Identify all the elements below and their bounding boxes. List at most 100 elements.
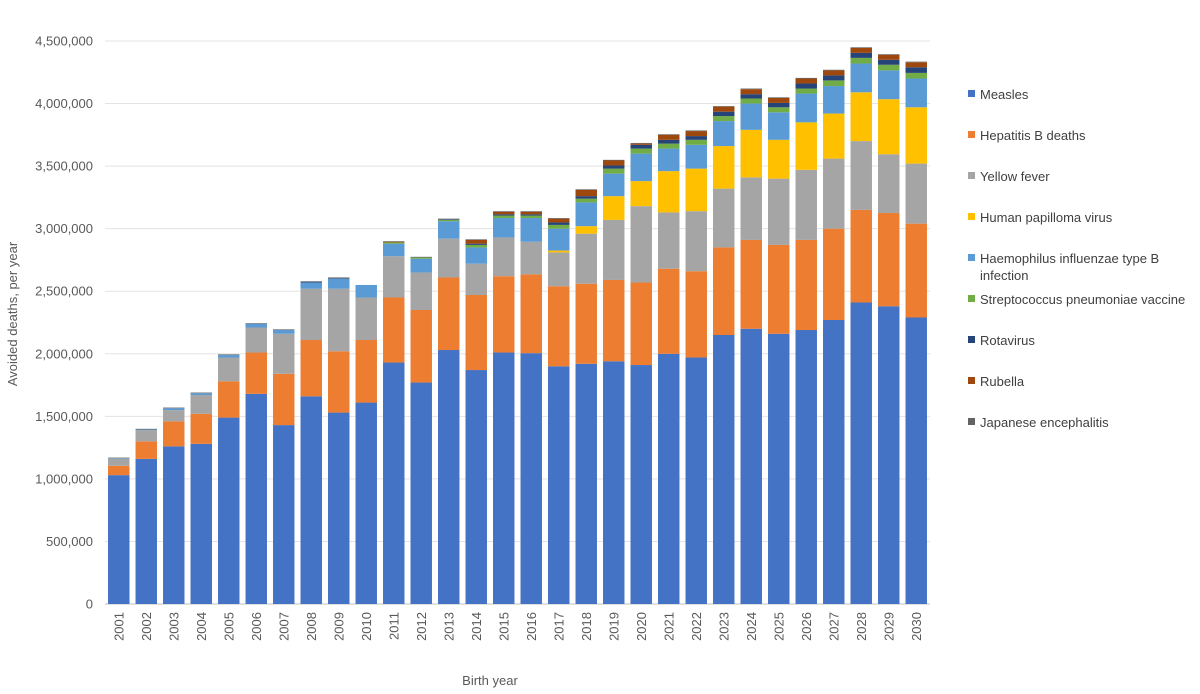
bar-segment	[548, 250, 570, 253]
x-tick-label: 2003	[166, 612, 181, 641]
x-tick-label: 2002	[139, 612, 154, 641]
bar-segment	[245, 323, 267, 328]
x-tick-label: 2007	[276, 612, 291, 641]
legend-label: Human papilloma virus	[980, 210, 1113, 225]
bar-segment	[273, 333, 295, 374]
bar-segment	[630, 144, 652, 149]
bar-segment	[163, 421, 185, 447]
bar-segment	[850, 209, 872, 303]
bar-segment	[465, 239, 487, 240]
bar-segment	[493, 276, 515, 353]
bar-segment	[520, 211, 542, 212]
bar-segment	[685, 144, 707, 169]
bar-segment	[328, 412, 350, 604]
legend-item: Yellow fever	[968, 168, 1200, 209]
bar-segment	[823, 69, 845, 71]
legend-label: Japanese encephalitis	[980, 415, 1109, 430]
y-tick-label: 0	[86, 597, 93, 612]
x-tick-label: 2001	[111, 612, 126, 641]
bar-segment	[520, 214, 542, 216]
bar-segment	[300, 396, 322, 604]
bar-segment	[245, 323, 267, 324]
bar-segment	[630, 365, 652, 604]
bar-segment	[768, 112, 790, 140]
bar-segment	[823, 86, 845, 114]
bar-segment	[328, 278, 350, 289]
bar-segment	[685, 168, 707, 212]
bar-segment	[713, 247, 735, 336]
bar-segment	[713, 111, 735, 117]
bar-segment	[905, 62, 927, 68]
bar-segment	[685, 271, 707, 358]
bar-segment	[108, 457, 130, 459]
legend-swatch	[968, 213, 975, 220]
bar-segment	[163, 407, 185, 409]
bar-segment	[630, 143, 652, 145]
bar-segment	[768, 178, 790, 245]
bar-segment	[273, 373, 295, 426]
bar-segment	[520, 211, 542, 215]
bar-segment	[823, 75, 845, 81]
bar-segment	[548, 228, 570, 251]
bar-segment	[438, 219, 460, 220]
legend-swatch	[968, 336, 975, 343]
bar-segment	[878, 70, 900, 100]
bar-segment	[740, 94, 762, 99]
bar-segment	[768, 139, 790, 179]
x-tick-label: 2023	[716, 612, 731, 641]
bar-segment	[108, 458, 130, 459]
bar-segment	[630, 153, 652, 182]
bar-segment	[768, 244, 790, 334]
bar-segment	[273, 330, 295, 334]
bar-segment	[438, 350, 460, 604]
bar-segment	[685, 130, 707, 132]
bar-segment	[795, 122, 817, 170]
bar-segment	[548, 366, 570, 604]
bar-segment	[245, 352, 267, 394]
bar-segment	[465, 247, 487, 264]
y-tick-label: 1,000,000	[35, 471, 93, 486]
legend-swatch	[968, 172, 975, 179]
bar-segment	[850, 302, 872, 604]
bar-segment	[823, 70, 845, 76]
bar-segment	[795, 88, 817, 94]
bar-segment	[713, 335, 735, 604]
x-tick-label: 2011	[386, 612, 401, 640]
bar-segment	[273, 425, 295, 604]
bar-segment	[905, 223, 927, 318]
bar-segment	[603, 159, 625, 161]
bar-segment	[713, 188, 735, 248]
bar-segment	[493, 211, 515, 215]
bar-segment	[438, 277, 460, 351]
bar-segment	[713, 106, 735, 112]
bar-segment	[300, 288, 322, 341]
bar-segment	[575, 198, 597, 203]
legend-label: Streptococcus pneumoniae vaccine	[980, 292, 1186, 307]
bar-segment	[465, 244, 487, 248]
y-tick-label: 2,500,000	[35, 284, 93, 299]
bar-segment	[548, 218, 570, 223]
bar-segment	[520, 274, 542, 354]
bar-segment	[795, 239, 817, 331]
bar-segment	[300, 281, 322, 282]
x-tick-label: 2016	[524, 612, 539, 641]
bar-segment	[795, 330, 817, 604]
bar-segment	[575, 226, 597, 234]
bar-segment	[905, 107, 927, 164]
bar-segment	[410, 309, 432, 383]
bar-segment	[328, 351, 350, 413]
bar-segment	[465, 370, 487, 604]
bar-segment	[410, 272, 432, 310]
bar-segment	[878, 306, 900, 604]
bar-segment	[520, 215, 542, 219]
bar-segment	[878, 213, 900, 307]
bar-segment	[630, 282, 652, 366]
bar-segment	[823, 158, 845, 229]
bar-segment	[548, 286, 570, 367]
legend-label: Haemophilus influenzae type B infection	[980, 251, 1160, 283]
bar-segment	[273, 329, 295, 331]
y-tick-label: 4,500,000	[35, 34, 93, 49]
bar-segment	[465, 243, 487, 245]
x-tick-label: 2025	[771, 612, 786, 641]
bar-segment	[190, 395, 212, 414]
